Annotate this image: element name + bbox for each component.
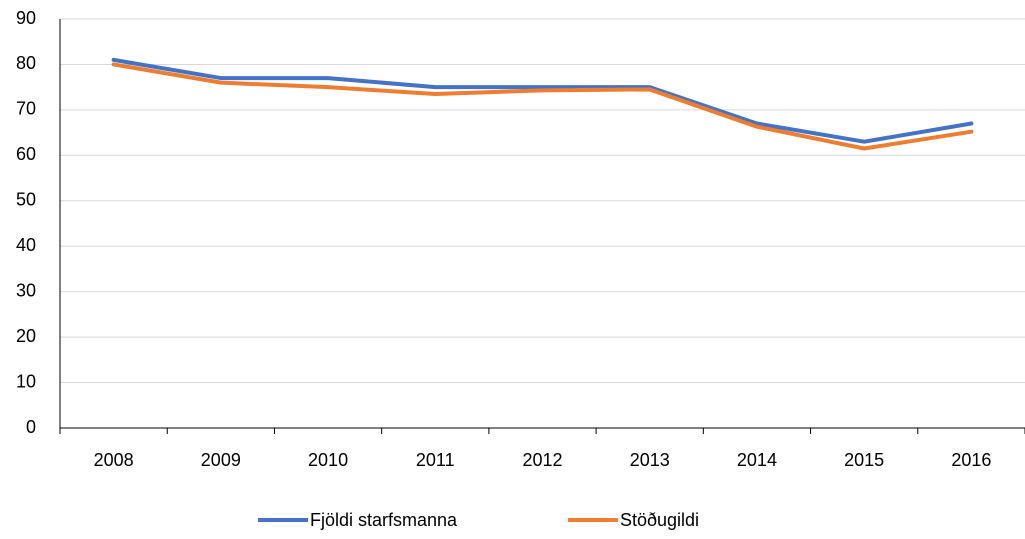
y-tick-label: 80 bbox=[16, 53, 36, 73]
y-tick-label: 50 bbox=[16, 190, 36, 210]
y-tick-label: 70 bbox=[16, 99, 36, 119]
x-tick-label: 2011 bbox=[416, 450, 455, 470]
y-tick-label: 20 bbox=[16, 326, 36, 346]
x-tick-label: 2016 bbox=[951, 450, 991, 470]
x-tick-label: 2013 bbox=[630, 450, 670, 470]
y-tick-label: 60 bbox=[16, 144, 36, 164]
x-tick-label: 2008 bbox=[94, 450, 134, 470]
line-series bbox=[111, 62, 974, 151]
legend-label: Stöðugildi bbox=[620, 510, 699, 530]
y-tick-label: 0 bbox=[26, 417, 36, 437]
y-tick-label: 10 bbox=[16, 371, 36, 391]
y-tick-label: 40 bbox=[16, 235, 36, 255]
line-series bbox=[111, 57, 974, 144]
legend-label: Fjöldi starfsmanna bbox=[310, 510, 458, 530]
x-tick-label: 2010 bbox=[308, 450, 348, 470]
x-tick-label: 2014 bbox=[737, 450, 777, 470]
x-tick-label: 2009 bbox=[201, 450, 241, 470]
x-tick-label: 2012 bbox=[522, 450, 562, 470]
x-tick-label: 2015 bbox=[844, 450, 884, 470]
y-tick-label: 90 bbox=[16, 8, 36, 28]
y-tick-label: 30 bbox=[16, 280, 36, 300]
